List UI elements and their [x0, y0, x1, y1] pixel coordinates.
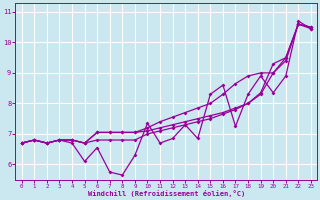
X-axis label: Windchill (Refroidissement éolien,°C): Windchill (Refroidissement éolien,°C) — [88, 190, 245, 197]
